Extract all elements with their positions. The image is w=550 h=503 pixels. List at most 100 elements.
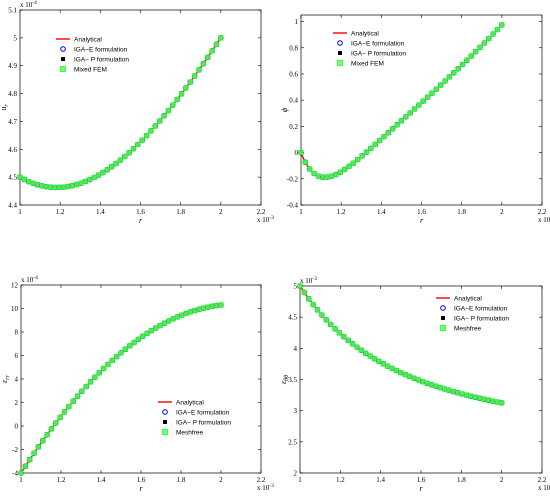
point-alt-method <box>213 41 220 47</box>
legend-swatch-circle <box>440 305 446 311</box>
point-alt-method <box>323 317 329 323</box>
point-alt-method <box>477 395 483 401</box>
point-alt-method <box>481 396 487 402</box>
point-alt-method <box>333 171 339 178</box>
point-alt-method <box>297 283 303 289</box>
point-alt-method <box>65 183 71 190</box>
point-alt-method <box>157 322 163 329</box>
point-alt-method <box>174 314 181 320</box>
point-alt-method <box>178 91 185 97</box>
point-alt-method <box>70 398 76 404</box>
y-tick-label: -4 <box>12 470 18 478</box>
point-alt-method <box>144 330 150 336</box>
point-alt-method <box>196 306 202 312</box>
point-alt-method <box>88 379 94 385</box>
point-alt-method <box>82 178 89 185</box>
x-tick-label: 1 <box>298 476 302 484</box>
point-alt-method <box>56 184 62 190</box>
point-alt-method <box>96 370 102 376</box>
point-alt-method <box>477 44 483 50</box>
point-alt-method <box>26 179 32 185</box>
y-tick-label: 5 <box>294 283 298 291</box>
legend-label: Mixed FEM <box>351 60 384 67</box>
point-alt-method <box>114 354 120 360</box>
y-tick-label: 0.8 <box>289 44 298 52</box>
point-alt-method <box>187 79 193 85</box>
legend-label: IGA−E formulation <box>351 40 405 47</box>
x-multiplier: x 10-3 <box>538 483 550 492</box>
point-alt-method <box>499 400 505 406</box>
point-alt-method <box>324 174 330 180</box>
point-alt-method <box>74 393 81 399</box>
point-alt-method <box>381 134 387 140</box>
point-alt-method <box>433 383 439 389</box>
point-alt-method <box>43 184 49 190</box>
y-tick-label: -0.4 <box>287 202 299 210</box>
point-alt-method <box>218 35 224 41</box>
point-alt-method <box>310 301 316 308</box>
point-alt-method <box>468 393 474 399</box>
point-alt-method <box>473 49 479 55</box>
point-alt-method <box>53 420 59 426</box>
point-alt-method <box>118 350 124 356</box>
legend-label: IGA− P formulation <box>351 50 406 57</box>
point-alt-method <box>170 316 176 322</box>
point-alt-method <box>411 375 417 381</box>
legend-swatch-square <box>338 51 342 55</box>
point-alt-method <box>358 347 364 353</box>
point-alt-method <box>52 184 58 190</box>
x-tick-label: 2.2 <box>538 208 547 216</box>
point-alt-method <box>205 304 211 310</box>
point-alt-method <box>174 96 180 103</box>
point-alt-method <box>403 114 409 120</box>
y-tick-label: 4.7 <box>8 118 17 126</box>
y-tick-label: 4.5 <box>8 174 17 182</box>
point-alt-method <box>490 31 496 37</box>
x-multiplier: x 10-3 <box>257 215 274 224</box>
point-alt-method <box>34 182 41 188</box>
point-alt-method <box>183 85 189 91</box>
y-tick-label: 5.1 <box>8 7 17 15</box>
point-alt-method <box>490 398 496 404</box>
point-alt-method <box>314 307 321 313</box>
x-tick-label: 1.2 <box>337 208 346 216</box>
point-alt-method <box>398 118 404 124</box>
point-alt-method <box>127 343 133 349</box>
y-tick-label: 10 <box>11 305 19 313</box>
point-alt-method <box>209 48 215 54</box>
y-tick-label: 4 <box>15 376 19 384</box>
series-line-analytical <box>299 285 502 404</box>
point-alt-method <box>218 302 224 308</box>
y-multiplier: x 10-3 <box>300 276 317 285</box>
point-alt-method <box>390 126 396 132</box>
y-tick-label: 5 <box>14 34 18 42</box>
point-alt-method <box>91 174 97 181</box>
y-tick-label: 0 <box>295 149 299 157</box>
point-alt-method <box>83 383 89 389</box>
point-alt-method <box>415 377 421 383</box>
point-alt-method <box>428 382 435 388</box>
axes-frame <box>20 284 262 474</box>
legend: Analytical IGA−E formulation IGA− P formul… <box>158 399 231 436</box>
point-alt-method <box>371 356 378 362</box>
x-tick-label: 2.2 <box>257 476 266 484</box>
point-alt-method <box>161 320 168 326</box>
point-alt-method <box>131 339 137 346</box>
x-tick-label: 1.4 <box>377 208 386 216</box>
legend-label: Analytical <box>74 36 102 43</box>
point-alt-method <box>301 290 307 296</box>
point-alt-method <box>468 53 474 59</box>
point-alt-method <box>35 444 41 450</box>
legend-label: Analytical <box>176 399 204 406</box>
x-tick-label: 1 <box>18 208 22 216</box>
point-alt-method <box>30 180 36 186</box>
point-alt-method <box>96 172 102 178</box>
y-tick-label: 12 <box>11 282 19 290</box>
x-axis-label: r <box>139 484 143 493</box>
point-alt-method <box>320 174 326 180</box>
chart-etheta: 1 1.2 1.4 1.6 1.8 2 2.2 2 2.5 3 3.5 4 4.5 5 r εθθ x 10-3… <box>279 276 550 493</box>
x-tick-label: 1 <box>19 476 23 484</box>
legend-swatch-green-square <box>60 66 66 72</box>
x-tick-label: 1.6 <box>417 476 426 484</box>
